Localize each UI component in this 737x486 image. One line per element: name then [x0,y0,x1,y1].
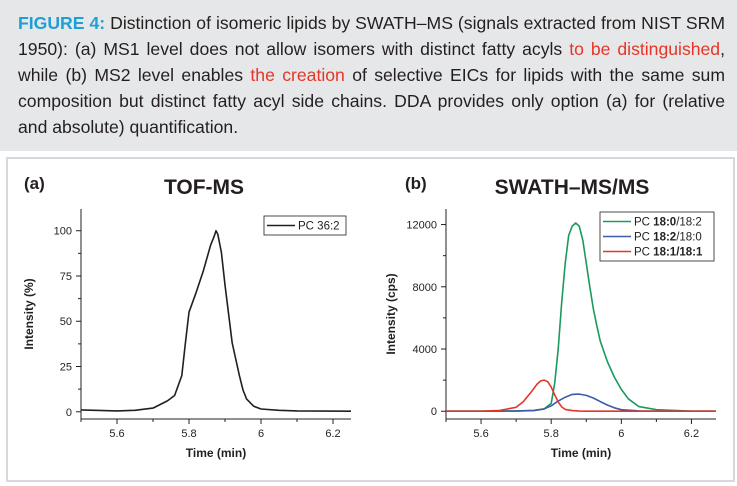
chart-title: SWATH–MS/MS [495,176,650,199]
y-tick-label: 25 [60,362,72,374]
caption-highlight-2: the creation [250,65,345,85]
legend-entry: PC 36:2 [298,221,340,233]
caption-text-3: of selective EICs for lipids with the sa… [18,65,725,137]
figure-caption-box: FIGURE 4: Distinction of isomeric lipids… [0,0,737,151]
panel-label: (b) [405,174,427,193]
x-tick-label: 6 [618,428,624,440]
legend-box [263,215,347,236]
x-tick-label: 6 [258,428,264,440]
y-tick-label: 0 [66,407,72,419]
legend-entry: PC 18:1/18:1 [634,247,703,259]
series-line [80,229,352,412]
figure-area: (a) TOF-MS 5.6 5.8 6 6.2 0 25 50 75 100 Time (min) I… [6,157,735,482]
series-line [446,222,716,412]
x-tick-label: 5.6 [109,428,124,440]
x-axis-title: Time (min) [186,446,246,460]
legend-entry: PC 18:2/18:0 [634,232,702,244]
y-tick-label: 4000 [413,344,437,356]
chart-title: TOF-MS [164,176,244,199]
x-tick-label: 6.2 [325,428,340,440]
y-axis-title: Intensity (%) [22,278,36,349]
caption-highlight-1: to be distinguished [569,39,721,59]
series-line [446,379,716,412]
y-tick-label: 12000 [406,220,437,232]
figure-caption: FIGURE 4: Distinction of isomeric lipids… [18,10,725,140]
legend-entry: PC 18:0/18:2 [634,217,702,229]
x-tick-label: 5.8 [181,428,196,440]
y-axis-title: Intensity (cps) [384,273,398,354]
x-tick-label: 5.6 [473,428,488,440]
x-axis-title: Time (min) [551,446,611,460]
y-tick-label: 100 [54,226,72,238]
figure-label: FIGURE 4: [18,13,106,33]
caption-text-2: , while (b) MS2 level enables [18,39,725,85]
y-tick-label: 50 [60,316,72,328]
y-tick-label: 75 [60,271,72,283]
panel-label: (a) [24,174,45,193]
x-tick-label: 5.8 [544,428,559,440]
series-line [446,393,716,412]
y-tick-label: 0 [431,406,437,418]
caption-text-1: Distinction of isomeric lipids by SWATH–… [18,13,726,59]
y-tick-label: 8000 [413,282,437,294]
chart-swath-ms-ms: (b) SWATH–MS/MS 5.6 5.8 6 6.2 0 4000 8000 12000 Ti… [384,174,716,460]
chart-tof-ms: (a) TOF-MS 5.6 5.8 6 6.2 0 25 50 75 100 Time (min) I… [22,174,352,460]
x-tick-label: 6.2 [684,428,699,440]
